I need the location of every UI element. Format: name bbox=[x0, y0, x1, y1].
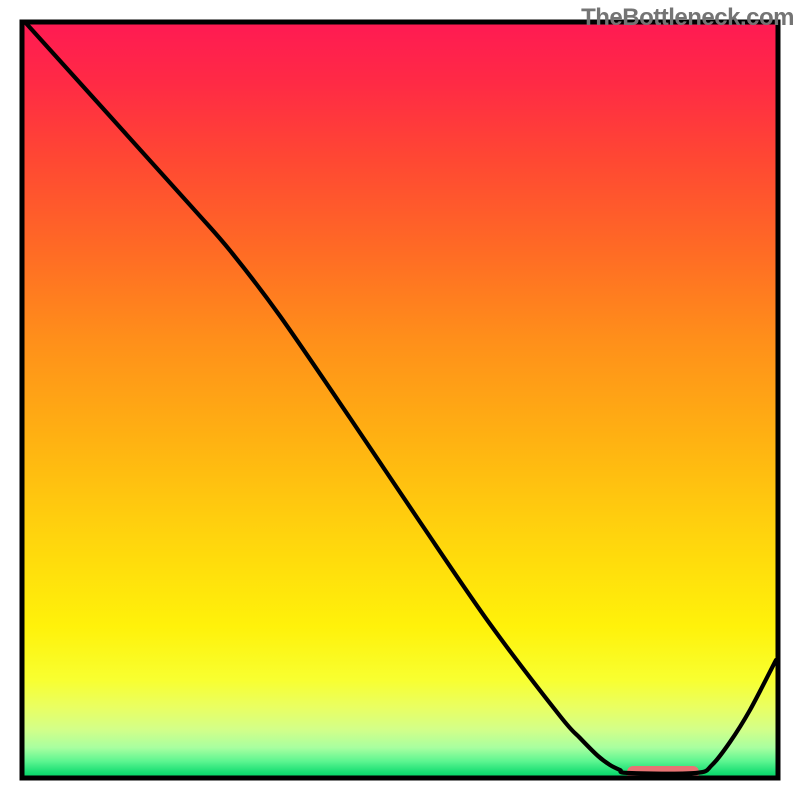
chart-canvas bbox=[0, 0, 800, 800]
gradient-background bbox=[22, 22, 778, 778]
bottleneck-chart: TheBottleneck.com bbox=[0, 0, 800, 800]
watermark-text: TheBottleneck.com bbox=[581, 4, 794, 32]
